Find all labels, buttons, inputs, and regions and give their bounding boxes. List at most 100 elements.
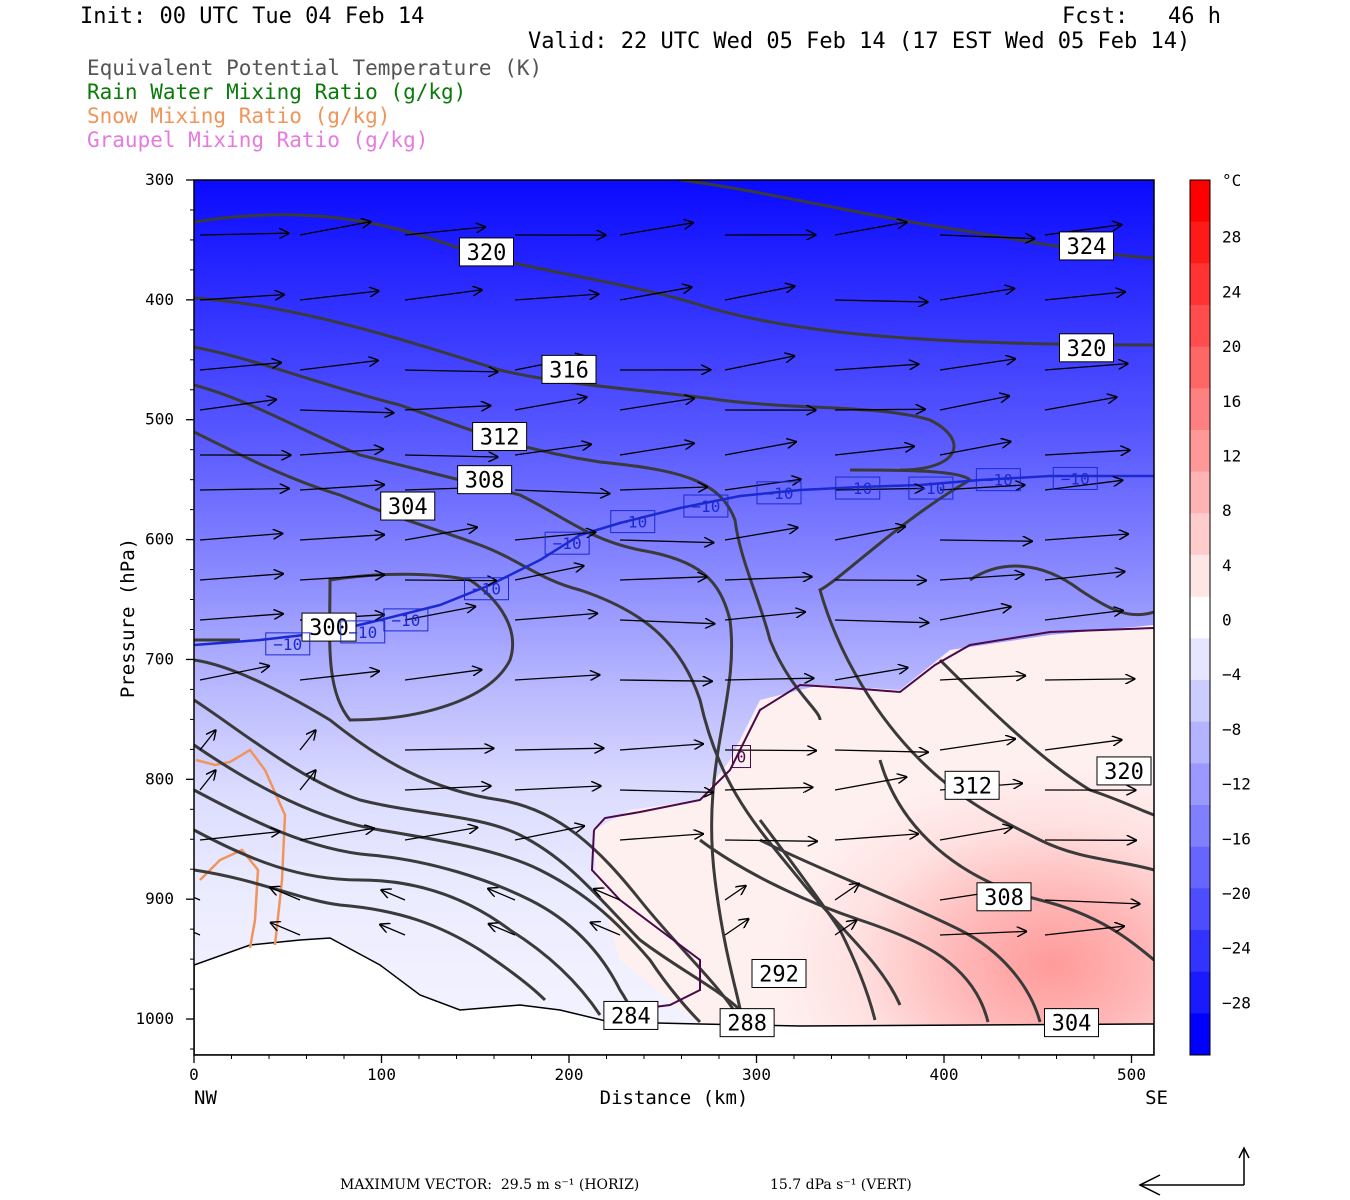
wind-vector — [299, 410, 394, 413]
wind-vector — [514, 444, 591, 456]
wind-vector — [1044, 679, 1134, 680]
wind-vector — [514, 532, 595, 541]
legend-snow: Snow Mixing Ratio (g/kg) — [87, 104, 391, 128]
theta-e-label: 288 — [727, 1012, 767, 1037]
theta-e-label: 304 — [1052, 1012, 1092, 1037]
isotherm-label: −10 — [765, 484, 794, 503]
theta-e-label-box — [457, 465, 513, 495]
theta-e-contour — [759, 838, 1042, 1023]
wind-vector — [619, 287, 692, 301]
wind-vector — [619, 540, 713, 543]
colorbar-swatch — [1190, 846, 1210, 889]
plot-frame — [193, 179, 1155, 1056]
wind-vector — [939, 359, 1015, 371]
wind-vector — [619, 620, 714, 624]
wind-vector — [939, 739, 1015, 751]
wind-vector — [299, 671, 379, 681]
temperature-field-warm — [594, 625, 1154, 1025]
wind-vector — [834, 300, 928, 302]
colorbar-tick-label: −28 — [1222, 993, 1251, 1012]
theta-e-contour — [758, 819, 877, 1021]
colorbar-swatch — [1190, 555, 1210, 598]
wind-vector — [514, 826, 584, 841]
theta-e-label-box — [1044, 1008, 1099, 1038]
wind-vector — [299, 485, 384, 491]
colorbar-swatch — [1190, 346, 1210, 389]
wind-vector — [199, 574, 283, 581]
colorbar-tick-label: −12 — [1222, 775, 1251, 794]
isotherm-label-box — [383, 608, 429, 632]
wind-vector — [1044, 480, 1122, 491]
max-vector-horizontal: MAXIMUM VECTOR: 29.5 m s⁻¹ (HORIZ) — [340, 1177, 640, 1193]
isotherm-label: 0 — [737, 748, 747, 767]
theta-e-label-box — [944, 770, 1000, 800]
isotherm-label-box — [908, 476, 954, 500]
wind-vector — [404, 455, 498, 457]
wind-vector — [724, 286, 795, 301]
wind-vector — [299, 361, 378, 371]
colorbar-swatch — [1190, 721, 1210, 764]
wind-vector — [299, 770, 316, 791]
wind-vector — [514, 613, 597, 621]
wind-vector — [591, 923, 621, 936]
theta-e-label-box — [751, 958, 807, 988]
valid-time: Valid: 22 UTC Wed 05 Feb 14 (17 EST Wed … — [528, 29, 1191, 54]
y-tick-label: 800 — [145, 769, 174, 788]
wind-vector — [489, 924, 516, 936]
isotherm-label-box — [1052, 466, 1098, 490]
isotherm-label-box — [975, 468, 1021, 492]
snow-contour — [199, 848, 260, 949]
wind-vector — [724, 577, 812, 580]
wind-vector — [939, 931, 1026, 935]
wind-vector — [724, 678, 814, 680]
colorbar-tick-label: 16 — [1222, 392, 1241, 411]
colorbar-swatch — [1190, 263, 1210, 306]
isotherm-label-box — [835, 476, 881, 500]
colorbar-tick-label: 24 — [1222, 282, 1241, 301]
wind-vector — [619, 577, 707, 580]
wind-vector — [834, 527, 905, 541]
wind-vector — [1044, 397, 1117, 411]
y-tick-label: 700 — [145, 649, 174, 668]
wind-vector — [834, 222, 907, 236]
colorbar-tick-label: −8 — [1222, 720, 1241, 739]
wind-vector — [834, 750, 928, 752]
wind-vector — [270, 887, 301, 901]
wind-vector — [380, 925, 406, 936]
y-tick-label: 500 — [145, 410, 174, 429]
wind-vector — [199, 363, 281, 371]
wind-vector — [404, 786, 491, 790]
theta-e-label: 324 — [1067, 235, 1107, 260]
wind-vector — [619, 487, 707, 490]
wind-vector — [299, 828, 374, 841]
theta-e-label-box — [1096, 756, 1152, 786]
legend-theta-e: Equivalent Potential Temperature (K) — [87, 56, 543, 80]
colorbar-tick-label: 8 — [1222, 501, 1232, 520]
x-tick-label: 400 — [930, 1065, 959, 1084]
theta-e-label: 316 — [549, 358, 589, 383]
colorbar-tick-label: 0 — [1222, 611, 1232, 630]
theta-e-contour — [194, 788, 640, 1023]
theta-e-label-box — [976, 882, 1032, 912]
wind-vector — [619, 834, 703, 841]
theta-e-label: 320 — [1067, 337, 1107, 362]
minus10-isotherm — [194, 474, 1154, 647]
legend-rain: Rain Water Mixing Ratio (g/kg) — [87, 80, 467, 104]
wind-vector — [1044, 740, 1122, 751]
wind-vector — [834, 834, 918, 841]
colorbar-tick-label: 12 — [1222, 446, 1241, 465]
colorbar-swatch — [1190, 763, 1210, 806]
colorbar-swatch — [1190, 471, 1210, 514]
wind-vector — [594, 889, 621, 901]
wind-vector — [619, 398, 694, 411]
colorbar-tick-label: 28 — [1222, 228, 1241, 247]
theta-e-label-box — [719, 1008, 775, 1038]
wind-vector — [299, 730, 316, 751]
isotherm-label-box — [340, 620, 386, 644]
wind-vector — [834, 364, 918, 371]
y-tick-label: 1000 — [135, 1009, 174, 1028]
colorbar-swatch — [1190, 596, 1210, 639]
wind-vector — [299, 535, 384, 541]
wind-vector — [834, 777, 906, 791]
wind-vector — [724, 787, 812, 790]
